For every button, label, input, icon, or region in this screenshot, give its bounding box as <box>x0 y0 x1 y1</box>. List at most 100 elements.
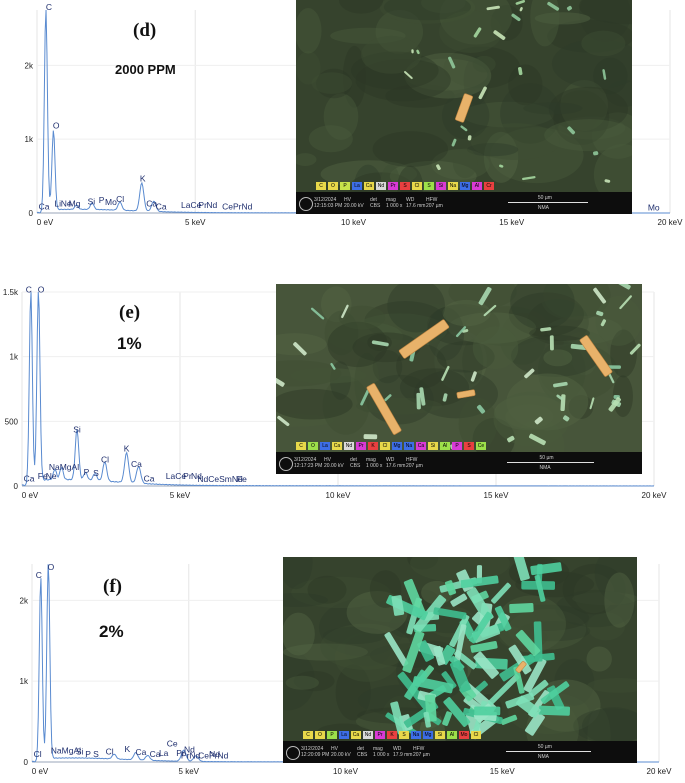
element-chip: P <box>327 731 337 739</box>
element-chip: Al <box>472 182 482 190</box>
sem-meta-field: HFW 207 µm <box>426 197 443 209</box>
peak-label: Ne <box>46 471 57 481</box>
sem-texture <box>579 0 631 43</box>
sem-particle <box>444 580 457 596</box>
peak-label: Si <box>88 196 96 206</box>
sem-particle <box>530 562 562 576</box>
sem-texture <box>499 312 546 365</box>
sem-texture <box>338 305 386 330</box>
panel-e: 0 500 1k 1.5k 0 eV 5 keV 10 keV 15 keV 20 keV C O S… <box>0 276 685 521</box>
sem-particle <box>419 387 426 406</box>
sem-texture <box>467 143 519 157</box>
x-tick-label: 5 keV <box>179 767 200 776</box>
sem-particle <box>403 578 426 617</box>
sem-image-f: C O P La Ca Nd Pr K S Na Mg Si Al Mo Cl 3/12/2024 12:20:… <box>283 557 637 763</box>
sem-texture <box>330 27 406 44</box>
sem-texture <box>572 592 637 606</box>
sem-particle <box>593 287 607 304</box>
sem-micrograph <box>276 284 642 474</box>
sem-particle <box>460 575 499 589</box>
element-chip: P <box>452 442 462 450</box>
sem-texture <box>508 64 543 106</box>
peak-label: Mo <box>105 197 117 207</box>
sem-texture <box>387 284 445 333</box>
sem-particle <box>360 388 371 406</box>
peak-label: O <box>53 120 60 130</box>
x-tick-label: 10 keV <box>333 767 359 776</box>
sem-particle <box>460 125 468 132</box>
panel-f: 0 1k 2k 0 eV 5 keV 10 keV 15 keV 20 keV C O Cl NaMg… <box>0 550 685 783</box>
sem-texture <box>315 68 353 99</box>
sem-particle <box>423 711 432 728</box>
sem-texture <box>436 341 495 373</box>
sem-particle <box>513 666 525 694</box>
peak-label: NaMgAl <box>49 462 79 472</box>
element-chip: Na <box>404 442 414 450</box>
sem-particle <box>524 712 545 736</box>
sem-texture <box>594 557 637 605</box>
sem-texture <box>483 131 519 183</box>
sem-texture <box>276 333 327 356</box>
x-tick-label: 0 eV <box>22 491 39 500</box>
sem-particle <box>413 594 447 633</box>
sem-texture <box>537 340 586 402</box>
y-tick-label: 1k <box>25 135 34 144</box>
sem-meta-field: det CBS <box>350 457 361 469</box>
sem-particle <box>416 49 420 55</box>
element-chip: La <box>339 731 349 739</box>
sem-texture <box>323 93 359 140</box>
peak-label: Ca <box>150 749 161 759</box>
sem-texture <box>605 80 632 107</box>
sem-texture <box>568 395 594 419</box>
sem-texture <box>547 19 632 53</box>
sem-particle <box>528 679 549 698</box>
sem-texture <box>591 112 632 159</box>
element-chip: Cl <box>471 731 481 739</box>
sem-particle <box>467 135 472 141</box>
sem-particle <box>566 5 572 11</box>
sem-particle <box>341 304 349 319</box>
element-chip: Ca <box>351 731 361 739</box>
sem-texture <box>335 664 371 721</box>
sem-meta-field: HV 20.00 kV <box>331 746 351 758</box>
peak-label: NdCeSmNd <box>197 474 243 484</box>
sem-particle <box>433 607 467 620</box>
sem-texture <box>500 607 539 641</box>
sem-particle <box>629 343 641 355</box>
peak-label: Ce <box>191 200 202 210</box>
sem-texture <box>283 649 315 711</box>
sem-texture <box>364 301 447 341</box>
sem-particle <box>478 86 487 100</box>
element-chip: Cl <box>380 442 390 450</box>
sem-particle <box>433 645 446 666</box>
element-chip: Mg <box>460 182 470 190</box>
sem-particle <box>515 695 541 718</box>
sem-particle <box>519 7 523 12</box>
peak-label: Li <box>54 199 61 209</box>
sem-texture <box>458 397 498 451</box>
peak-label: Nd <box>191 471 202 481</box>
element-chip: Mg <box>423 731 433 739</box>
sem-particle <box>515 629 541 656</box>
sem-particle <box>596 310 604 317</box>
sem-texture <box>283 557 313 590</box>
sem-texture <box>379 0 476 24</box>
instrument-logo-icon <box>299 197 313 211</box>
sem-texture <box>318 598 406 657</box>
panel-d: 0 1k 2k 0 eV 5 keV 10 keV 15 keV 20 keV C O K Ca Li N… <box>0 0 685 245</box>
sem-texture <box>573 573 615 614</box>
element-chip: Na <box>448 182 458 190</box>
y-tick-label: 0 <box>24 758 29 767</box>
sem-texture <box>527 299 589 345</box>
sem-particle <box>451 138 457 147</box>
sem-particle <box>468 611 493 644</box>
peak-label: Ca <box>156 202 167 212</box>
sem-meta-field: mag 1 000 x <box>366 457 383 469</box>
sem-background <box>276 284 642 452</box>
sem-texture <box>544 119 632 152</box>
element-chip: K <box>387 731 397 739</box>
element-chip: Nd <box>344 442 354 450</box>
peak-label: P <box>84 467 90 477</box>
panel-label-f: (f) <box>103 576 122 597</box>
element-chip: O <box>328 182 338 190</box>
